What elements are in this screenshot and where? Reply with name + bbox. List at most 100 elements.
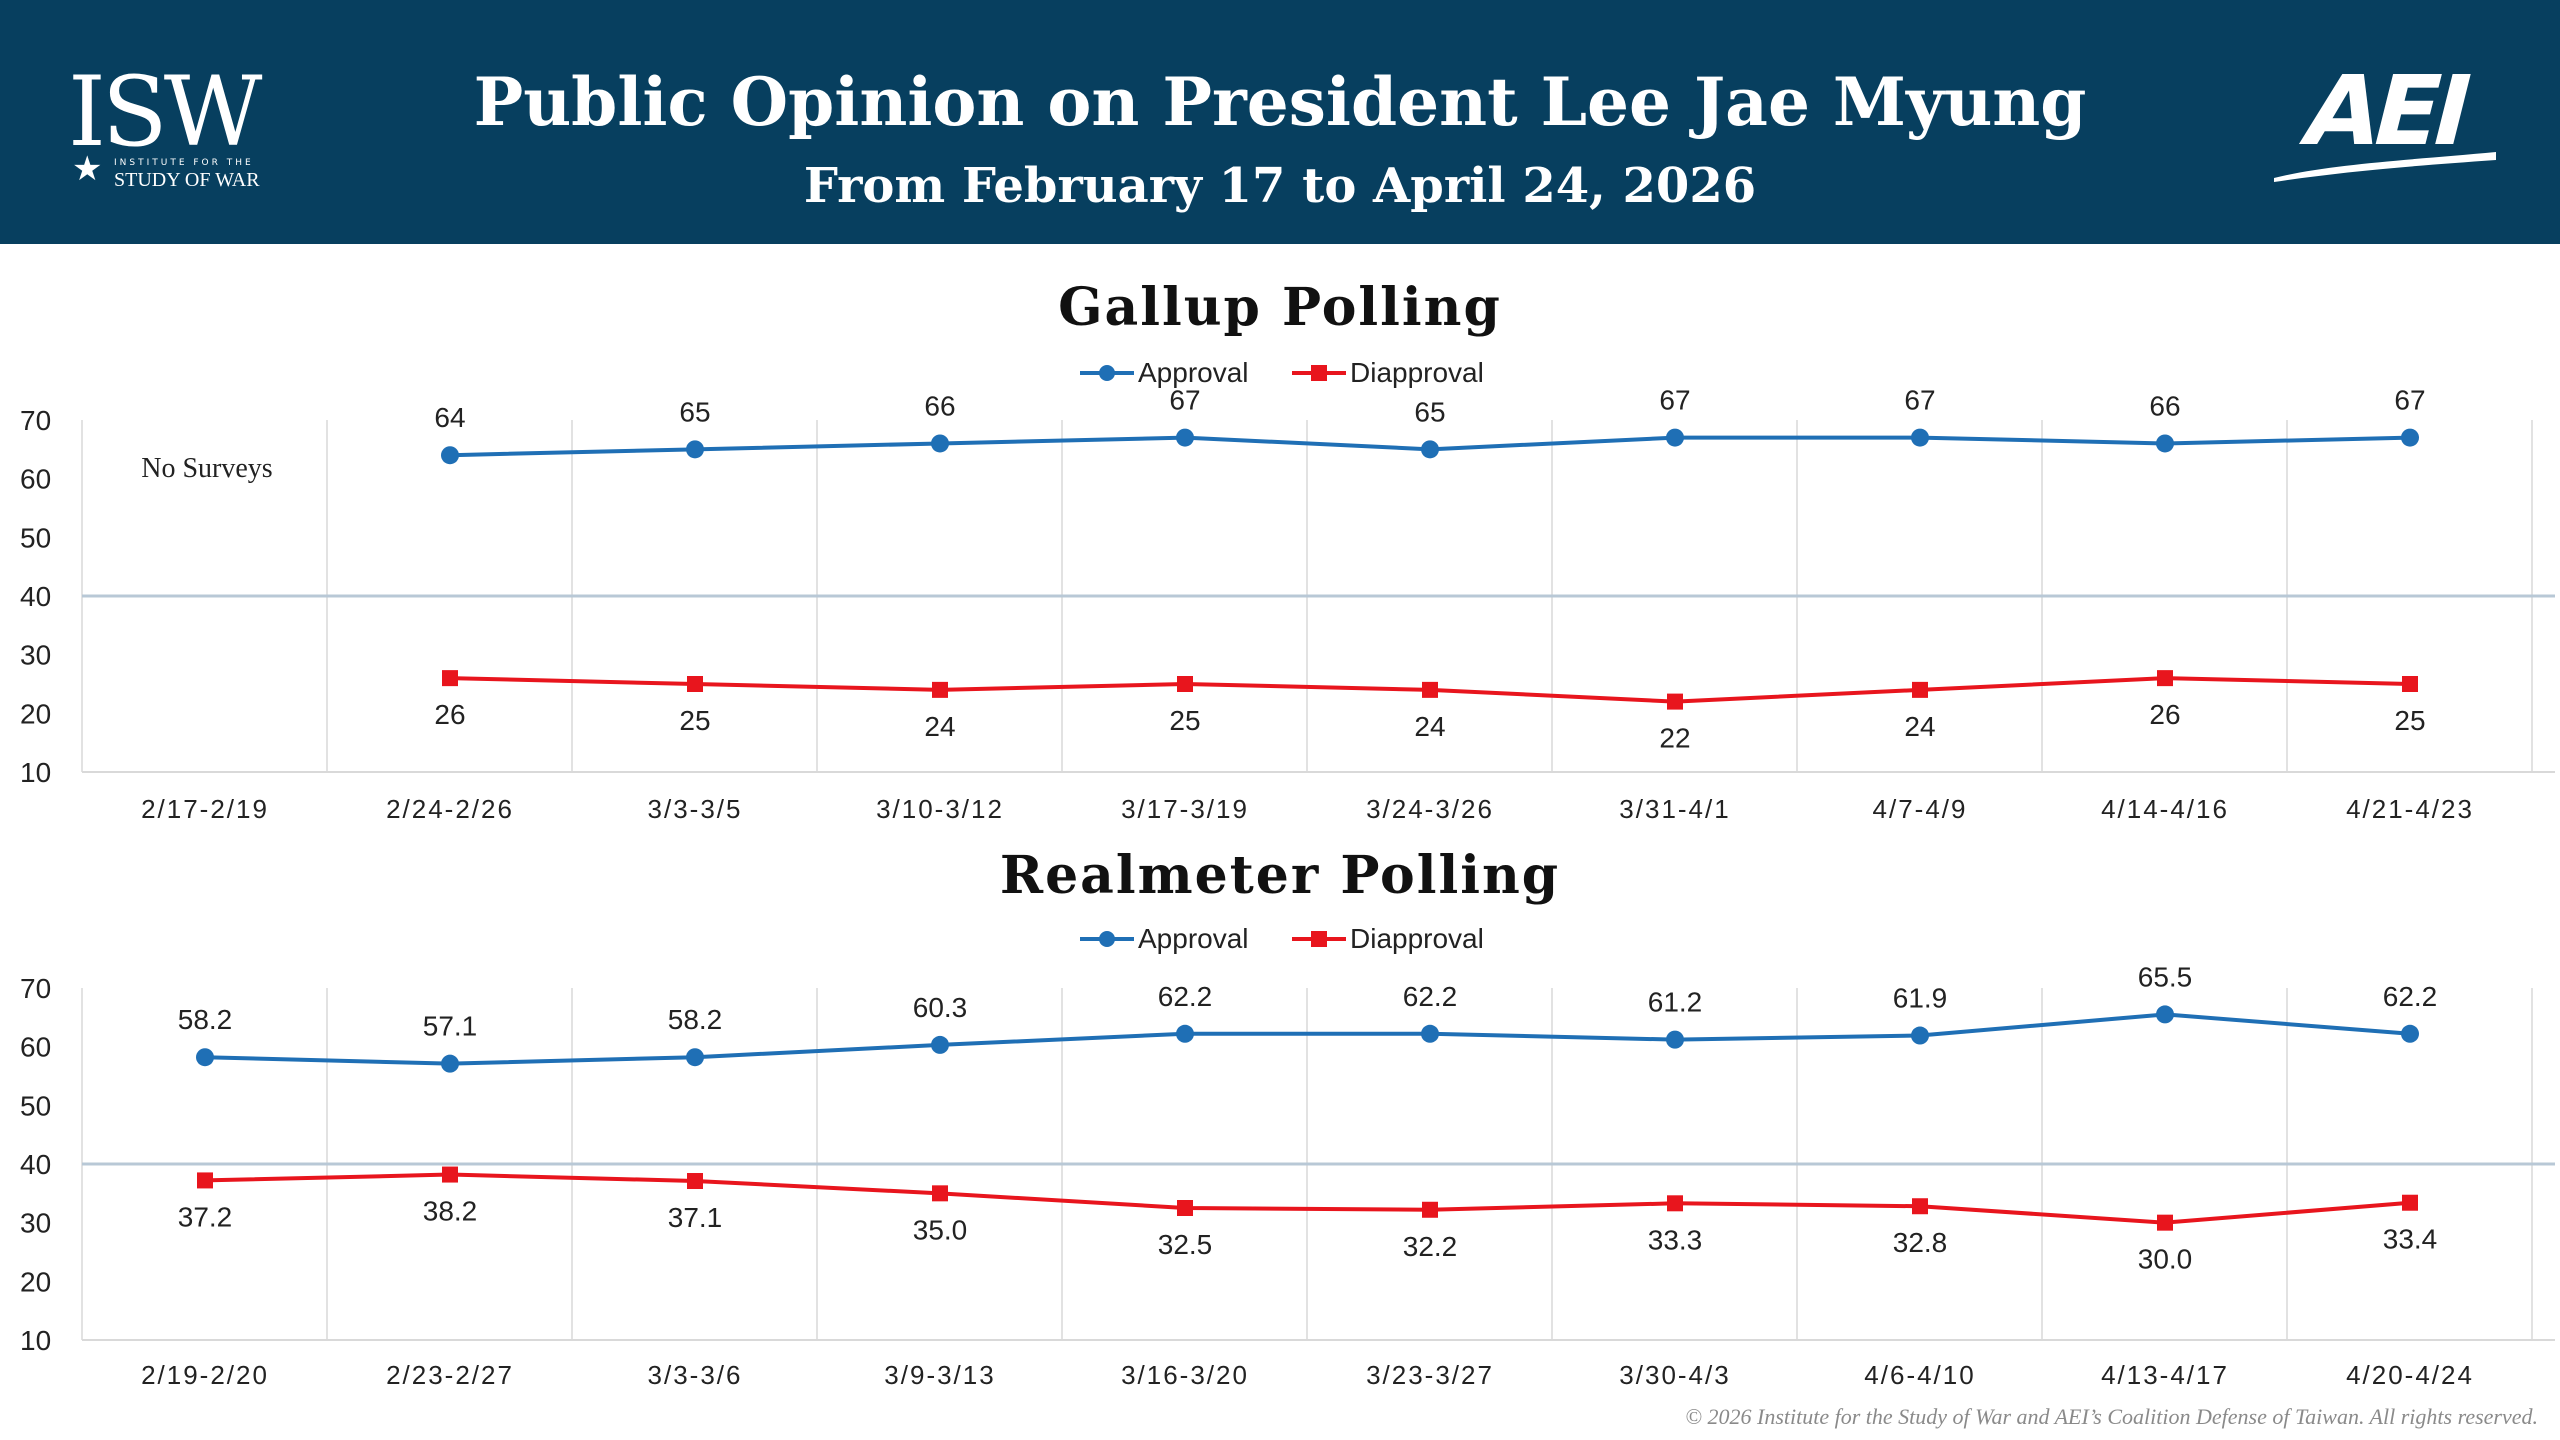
x-tick-label: 4/14-4/16 (2101, 794, 2229, 824)
x-tick-label: 3/17-3/19 (1121, 794, 1249, 824)
approval-data-label: 65.5 (2138, 961, 2193, 992)
x-tick-label: 2/17-2/19 (141, 794, 269, 824)
star-icon: ★ (72, 150, 103, 188)
disapproval-data-label: 32.8 (1893, 1227, 1948, 1258)
approval-data-label: 64 (434, 402, 465, 433)
isw-logo-line2: STUDY OF WAR (114, 169, 260, 191)
approval-point (441, 1054, 459, 1073)
disapproval-data-label: 24 (1414, 711, 1445, 742)
legend-label-approval: Approval (1138, 923, 1249, 954)
approval-data-label: 67 (1169, 385, 1200, 416)
disapproval-data-label: 37.1 (668, 1202, 723, 1233)
approval-data-label: 61.9 (1893, 983, 1948, 1014)
approval-data-label: 66 (924, 390, 955, 421)
disapproval-point (1177, 1200, 1193, 1216)
approval-data-label: 61.2 (1648, 987, 1703, 1018)
disapproval-point (1177, 676, 1193, 692)
page-subtitle: From February 17 to April 24, 2026 (803, 158, 1757, 214)
approval-data-label: 66 (2149, 390, 2180, 421)
x-tick-label: 3/16-3/20 (1121, 1360, 1249, 1390)
disapproval-point (1422, 1201, 1438, 1218)
header-banner: ISW ★ INSTITUTE FOR THE STUDY OF WAR Pub… (0, 0, 2560, 244)
approval-point (196, 1048, 214, 1067)
x-tick-label: 3/9-3/13 (884, 1360, 995, 1390)
page-title: Public Opinion on President Lee Jae Myun… (473, 63, 2087, 141)
y-tick-label: 20 (20, 1266, 51, 1297)
disapproval-data-label: 33.3 (1648, 1224, 1703, 1255)
disapproval-point (2402, 676, 2418, 692)
series-line-approval (204, 1012, 2411, 1066)
disapproval-point (2157, 670, 2173, 687)
approval-point (1911, 1026, 1929, 1045)
approval-point (1176, 1024, 1194, 1043)
y-tick-label: 70 (20, 405, 51, 436)
no-surveys-annotation: No Surveys (141, 453, 272, 484)
approval-data-label: 65 (679, 396, 710, 427)
disapproval-data-label: 26 (2149, 699, 2180, 730)
disapproval-point (442, 1166, 458, 1183)
legend-marker-approval (1099, 931, 1115, 947)
x-tick-label: 3/23-3/27 (1366, 1360, 1494, 1390)
disapproval-point (2402, 1194, 2418, 1211)
disapproval-point (197, 1172, 213, 1189)
y-tick-label: 40 (20, 581, 51, 612)
disapproval-data-label: 33.4 (2383, 1224, 2438, 1255)
approval-point (1666, 428, 1684, 447)
approval-data-label: 62.2 (2383, 981, 2438, 1012)
approval-point (1176, 428, 1194, 447)
y-tick-label: 60 (20, 1032, 51, 1063)
disapproval-point (932, 1185, 948, 1202)
y-tick-label: 70 (20, 973, 51, 1004)
disapproval-data-label: 35.0 (913, 1214, 968, 1245)
approval-point (931, 434, 949, 453)
y-tick-label: 10 (20, 1325, 51, 1356)
disapproval-data-label: 32.2 (1403, 1231, 1458, 1262)
isw-logo-line1: INSTITUTE FOR THE (114, 158, 254, 168)
disapproval-point (1667, 1195, 1683, 1212)
legend-marker-disapproval (1311, 365, 1327, 381)
x-tick-label: 2/19-2/20 (141, 1360, 269, 1390)
disapproval-data-label: 24 (924, 711, 955, 742)
approval-data-label: 65 (1414, 396, 1445, 427)
y-tick-label: 60 (20, 464, 51, 495)
approval-point (1421, 1024, 1439, 1043)
legend-label-approval: Approval (1138, 357, 1249, 388)
x-tick-label: 4/6-4/10 (1864, 1360, 1975, 1390)
legend-marker-disapproval (1311, 931, 1327, 947)
disapproval-data-label: 25 (2394, 705, 2425, 736)
x-tick-label: 4/7-4/9 (1873, 794, 1968, 824)
x-tick-label: 2/24-2/26 (386, 794, 514, 824)
x-tick-label: 3/31-4/1 (1619, 794, 1730, 824)
disapproval-point (687, 676, 703, 692)
approval-point (1666, 1030, 1684, 1049)
disapproval-data-label: 26 (434, 699, 465, 730)
disapproval-data-label: 25 (679, 705, 710, 736)
approval-data-label: 57.1 (423, 1011, 478, 1042)
disapproval-point (1422, 681, 1438, 698)
x-tick-label: 2/23-2/27 (386, 1360, 514, 1390)
x-tick-label: 4/13-4/17 (2101, 1360, 2229, 1390)
disapproval-data-label: 37.2 (178, 1201, 233, 1232)
approval-data-label: 67 (1659, 385, 1690, 416)
disapproval-point (1912, 1198, 1928, 1215)
disapproval-data-label: 24 (1904, 711, 1935, 742)
disapproval-point (1912, 681, 1928, 698)
approval-data-label: 58.2 (178, 1004, 233, 1035)
x-tick-label: 3/3-3/6 (648, 1360, 743, 1390)
y-tick-label: 20 (20, 698, 51, 729)
y-tick-label: 50 (20, 522, 51, 553)
x-tick-label: 3/3-3/5 (648, 794, 743, 824)
approval-point (686, 1048, 704, 1067)
legend-label-disapproval: Diapproval (1350, 357, 1484, 388)
approval-data-label: 62.2 (1158, 981, 1213, 1012)
y-tick-label: 40 (20, 1149, 51, 1180)
chart-title: Gallup Polling (1058, 277, 1502, 338)
y-tick-label: 30 (20, 640, 51, 671)
disapproval-data-label: 32.5 (1158, 1229, 1213, 1260)
y-tick-label: 50 (20, 1090, 51, 1121)
approval-point (931, 1035, 949, 1054)
approval-data-label: 67 (2394, 385, 2425, 416)
disapproval-data-label: 22 (1659, 723, 1690, 754)
isw-logo-letters: ISW (68, 56, 262, 168)
approval-point (2401, 1024, 2419, 1043)
